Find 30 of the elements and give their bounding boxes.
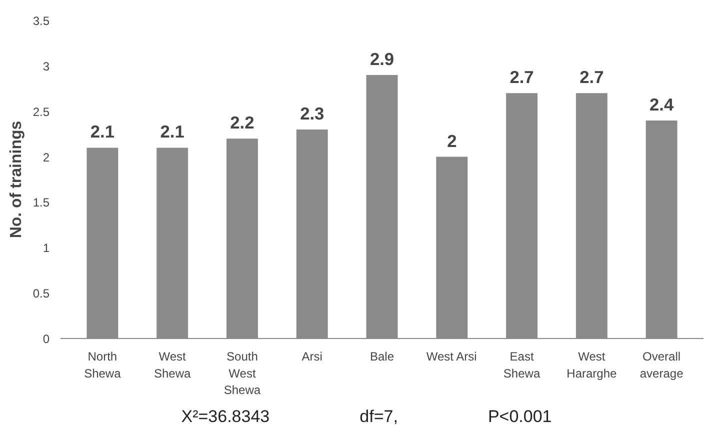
data-label: 2.2 xyxy=(230,112,254,133)
x-tick-label: West Arsi xyxy=(426,350,477,364)
y-tick-label: 1.5 xyxy=(32,196,50,210)
y-tick-label: 0 xyxy=(42,332,50,346)
data-label: 2.1 xyxy=(160,122,185,142)
data-label: 2 xyxy=(447,130,457,151)
y-axis-title: No. of trainings xyxy=(8,120,25,238)
text: X²=36.8343 xyxy=(181,406,270,428)
x-tick-label: Arsi xyxy=(302,350,322,364)
data-label: 2.9 xyxy=(370,49,394,70)
x-tick-label: North Shewa xyxy=(84,350,122,380)
x-tick-label: East Shewa xyxy=(503,350,540,380)
y-tick-label: 3 xyxy=(42,59,50,74)
x-tick-label: Overall average xyxy=(640,350,684,380)
x-tick-label: Bale xyxy=(370,350,394,364)
data-label: 2.1 xyxy=(90,122,115,142)
x-tick-label: West Hararghe xyxy=(566,350,618,380)
y-tick-label: 3.5 xyxy=(32,14,50,28)
y-tick-label: 2 xyxy=(42,150,50,164)
data-label: 2.3 xyxy=(300,104,325,124)
data-label: 2.7 xyxy=(510,67,534,88)
text: P<0.001 xyxy=(488,406,552,428)
y-tick-label: 2.5 xyxy=(32,104,50,119)
x-tick-label: South West Shewa xyxy=(224,350,261,398)
y-tick-label: 1 xyxy=(42,241,50,256)
y-tick-label: 0.5 xyxy=(32,286,50,301)
data-label: 2.4 xyxy=(650,94,674,114)
text: df=7, xyxy=(360,406,398,428)
x-tick-label: West Shewa xyxy=(154,350,191,380)
data-label: 2.7 xyxy=(580,67,604,88)
